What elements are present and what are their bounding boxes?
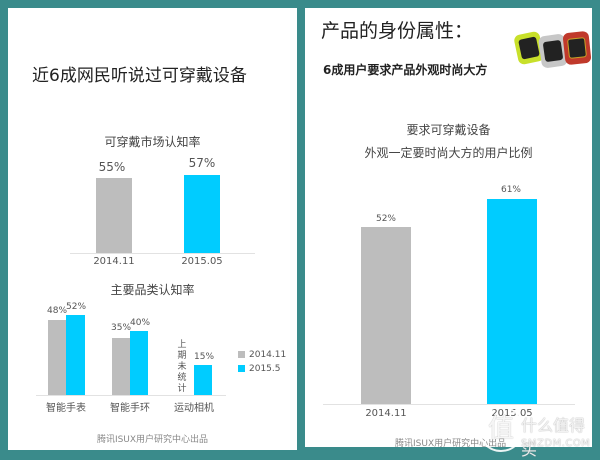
bar-2014-11 [96,178,132,253]
bar-band-2015 [130,331,148,395]
bar-label: 52% [375,214,396,224]
smartwatch-trio-icon [512,25,592,73]
red-watch-icon [562,30,592,66]
not-counted-label: 上期未统计 [177,340,187,394]
bar-label: 57% [188,156,216,170]
bar-label: 40% [130,318,151,328]
bar-smartwatch-2014 [48,320,66,395]
x-axis [323,404,575,405]
x-tick-label: 智能手环 [110,403,150,414]
x-tick-label: 运动相机 [174,403,214,414]
bar-2014-11 [361,227,411,404]
bar-label: 61% [500,185,521,195]
watermark-text: 什么值得买 [521,416,586,459]
chart1-title: 可穿戴市场认知率 [104,135,201,149]
x-tick-label: 智能手表 [46,403,86,414]
legend-swatch-grey [238,351,245,358]
bar-camera-2015 [194,365,212,395]
bar-label: 48% [47,306,68,316]
chart3-title-line2: 外观一定要时尚大方的用户比例 [364,146,533,160]
bar-smartwatch-2015 [66,315,85,395]
right-panel-title: 产品的身份属性： [321,20,474,42]
bar-label: 52% [66,302,87,312]
legend-item-2015: 2015.5 [238,364,281,374]
watermark-logo-icon: 值 [478,406,524,452]
bar-band-2014 [112,338,130,395]
legend-swatch-blue [238,365,245,372]
right-footer: 腾讯ISUX用户研究中心出品 [395,439,507,449]
bar-label: 55% [98,160,126,174]
chart3-title-line1: 要求可穿戴设备 [406,123,491,137]
x-axis [36,395,226,396]
right-panel-subtitle: 6成用户要求产品外观时尚大方 [323,63,488,77]
x-axis [70,253,255,254]
left-panel-title: 近6成网民听说过可穿戴设备 [32,66,247,86]
left-panel: 近6成网民听说过可穿戴设备 可穿戴市场认知率 55% 57% 2014.11 2… [8,8,297,450]
right-panel: 产品的身份属性： 6成用户要求产品外观时尚大方 要求可穿戴设备 外观一定要时尚大… [305,8,592,449]
watermark-url: SMZDM.COM [521,438,591,449]
x-tick-label: 2015.05 [181,256,223,267]
left-footer: 腾讯ISUX用户研究中心出品 [96,435,209,445]
bar-label: 35% [111,323,132,333]
bar-2015-05 [487,199,537,404]
x-tick-label: 2014.11 [93,256,135,267]
bar-label: 15% [194,352,215,362]
chart2-title: 主要品类认知率 [110,283,195,297]
bar-2015-05 [184,175,220,253]
x-tick-label: 2014.11 [365,408,407,419]
legend-item-2014: 2014.11 [238,350,286,360]
